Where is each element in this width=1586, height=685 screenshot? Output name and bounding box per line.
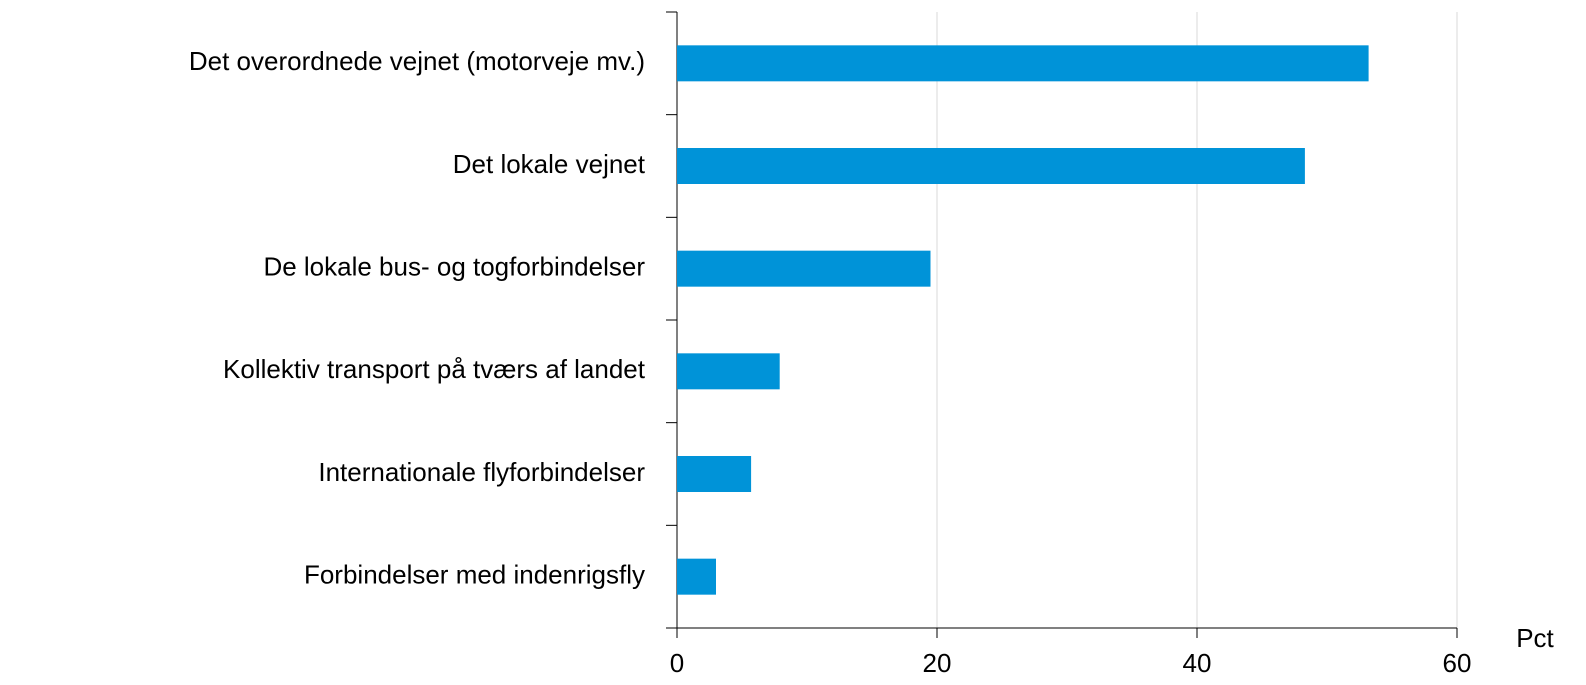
bar — [677, 148, 1305, 184]
y-tick-label: Internationale flyforbindelser — [318, 457, 645, 487]
x-axis-label: Pct — [1516, 623, 1554, 653]
y-tick-label: De lokale bus- og togforbindelser — [263, 252, 645, 282]
bar — [677, 558, 716, 595]
x-tick-label: 40 — [1183, 648, 1212, 678]
y-tick-label: Det lokale vejnet — [453, 149, 646, 179]
y-tick-label: Forbindelser med indenrigsfly — [304, 560, 645, 590]
x-tick-label: 20 — [923, 648, 952, 678]
bar — [677, 45, 1369, 82]
x-tick-label: 0 — [670, 648, 684, 678]
y-tick-label: Kollektiv transport på tværs af landet — [223, 354, 646, 384]
bar — [677, 353, 780, 390]
y-tick-label: Det overordnede vejnet (motorveje mv.) — [189, 46, 645, 76]
x-tick-label: 60 — [1443, 648, 1472, 678]
bar — [677, 456, 752, 492]
bar — [677, 250, 931, 287]
